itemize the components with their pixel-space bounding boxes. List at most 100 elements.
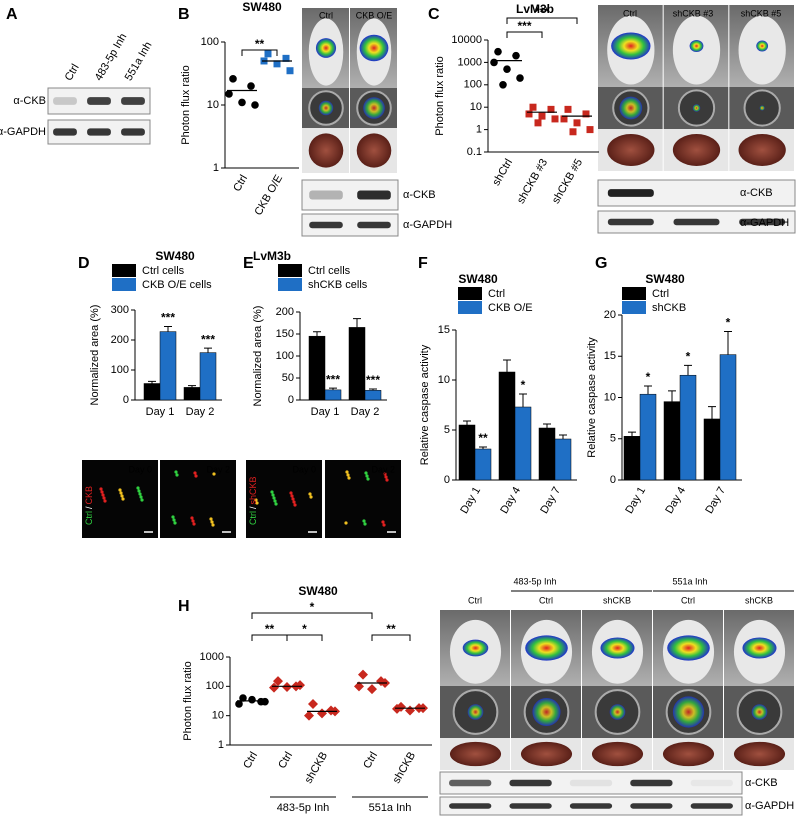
significance-label: *** [161,311,175,325]
cell [292,500,296,504]
stain-part: shCKB [248,476,258,504]
legend-swatch [112,264,136,277]
data-point [261,697,269,706]
data-point [367,684,377,695]
well-signal [318,100,334,116]
y-tick-label: 15 [604,350,616,362]
chart-title: LvM3b [253,249,291,263]
error-bar [543,423,551,428]
cell [274,502,278,506]
y-axis-label: Photon flux ratio [182,661,194,741]
y-tick-label: 0 [288,394,294,406]
data-point [225,90,233,98]
day-label: Day 2 [371,464,395,474]
band [607,189,654,197]
data-point [229,75,237,83]
y-axis-label: Relative caspase activity [586,337,598,458]
error-bar [708,406,716,419]
error-bar [148,380,156,384]
cell [255,501,259,505]
band [630,803,673,809]
chart-title: SW480 [645,272,685,286]
y-tick-label: 0 [123,394,129,406]
legend-swatch [112,278,136,291]
bar [308,335,326,401]
panel-letter: B [178,6,190,23]
legend-label: shCKB [652,302,686,314]
error-bar [164,326,172,332]
legend-label: Ctrl [488,288,505,300]
cell [308,492,312,496]
bar [663,401,681,481]
bar [554,438,572,481]
signal [611,32,651,60]
data-point [247,82,255,90]
cell [384,475,388,479]
signal [462,639,489,657]
significance-label: * [686,349,691,363]
cell [385,478,389,482]
cell [136,486,140,490]
data-point [582,110,590,118]
band [673,218,720,226]
lane-label: Ctrl [539,595,553,605]
cell [194,474,198,478]
y-tick-label: 100 [206,680,224,692]
bar [474,448,492,481]
data-point [494,47,502,56]
error-bar [628,431,636,437]
bar [514,406,532,481]
bar [679,374,697,481]
band [690,779,733,787]
signal [600,637,635,659]
cell [346,473,350,477]
stain-label: Ctrl /CKB [84,486,94,525]
bar [183,387,201,401]
cell [138,492,142,496]
significance-label: * [521,378,526,392]
significance-bracket [286,634,323,641]
signal [359,34,389,62]
signal [525,635,568,661]
band [630,779,673,787]
legend-label: Ctrl cells [308,265,351,277]
data-point [534,119,542,127]
error-bar [369,388,377,391]
data-point [358,669,368,680]
micrograph [246,460,322,538]
significance-label: *** [326,372,340,386]
cell [121,497,125,501]
cell [272,496,276,500]
data-point [273,60,281,68]
bar [703,418,721,481]
cell [102,496,106,500]
cell [345,470,349,474]
x-tick-label: shCKB [391,750,419,786]
cell [363,522,367,526]
data-point [586,126,594,134]
y-tick-label: 10 [438,374,450,386]
signal [742,637,777,659]
x-tick-label: Day 1 [146,406,175,418]
cell [381,520,385,524]
data-point [499,81,507,89]
liver [449,741,502,767]
well-signal [692,104,701,112]
y-tick-label: 10 [207,99,219,111]
signal [315,38,337,58]
liver [308,133,344,168]
y-tick-label: 10 [212,710,224,722]
data-point [525,110,533,118]
significance-label: ** [255,37,265,51]
band-label: α-CKB [13,95,46,107]
liver [733,741,786,767]
x-tick-label: shCKB #5 [550,157,585,206]
data-point [516,74,524,82]
error-bar [684,364,692,376]
data-point [560,115,568,123]
cell [119,491,123,495]
day-label: Day 2 [206,464,230,474]
cell [365,474,369,478]
liver [520,741,573,767]
lane-label: shCKB #3 [673,8,714,18]
